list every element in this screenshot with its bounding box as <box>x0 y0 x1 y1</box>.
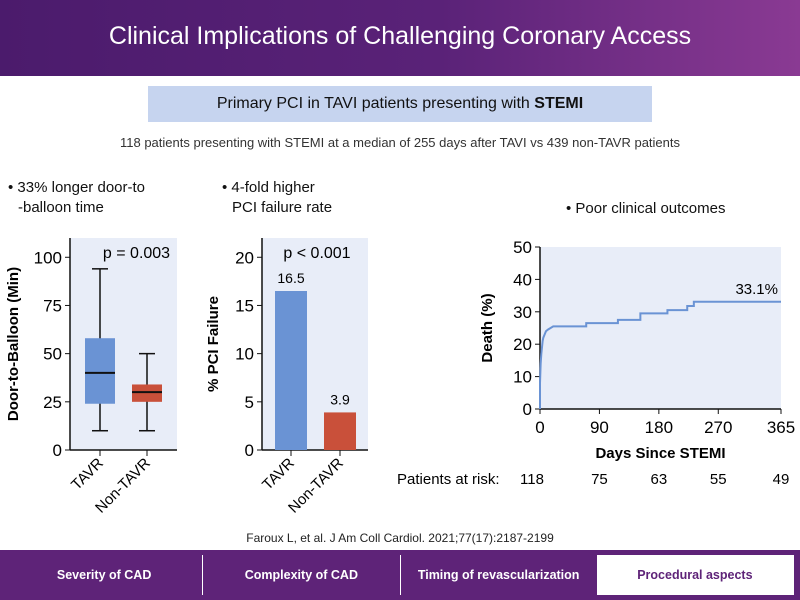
bullet-line: -balloon time <box>18 199 104 216</box>
y-axis-label: Death (%) <box>479 293 496 362</box>
banner-text: Primary PCI in TAVI patients presenting … <box>216 95 535 112</box>
banner: Primary PCI in TAVI patients presenting … <box>148 86 652 122</box>
x-tick-label: 270 <box>704 418 732 437</box>
at-risk-count: 55 <box>710 471 727 488</box>
bar-value-label: 3.9 <box>330 391 350 407</box>
y-tick-label: 25 <box>43 393 62 412</box>
banner-bold: STEMI <box>534 95 584 112</box>
y-tick-label: 30 <box>513 303 532 322</box>
bar-tavr <box>275 291 307 450</box>
y-tick-label: 40 <box>513 270 532 289</box>
bullet-pci-failure: • 4-fold higher PCI failure rate <box>222 178 332 218</box>
x-tick-label: 180 <box>645 418 673 437</box>
tab-complexity-of-cad[interactable]: Complexity of CAD <box>203 555 401 595</box>
y-tick-label: 75 <box>43 296 62 315</box>
y-tick-label: 0 <box>523 400 532 419</box>
bottom-tab-bar: Severity of CAD Complexity of CAD Timing… <box>0 550 800 600</box>
box-tavr <box>85 338 115 404</box>
at-risk-count: 118 <box>520 471 544 488</box>
final-value-label: 33.1% <box>735 281 778 298</box>
y-tick-label: 20 <box>235 248 254 267</box>
tab-severity-of-cad[interactable]: Severity of CAD <box>6 555 204 595</box>
y-tick-label: 10 <box>235 345 254 364</box>
bullet-outcomes: • Poor clinical outcomes <box>566 200 726 217</box>
y-tick-label: 15 <box>235 296 254 315</box>
bullet-door-to-balloon: • 33% longer door-to -balloon time <box>8 178 145 218</box>
x-tick-label: TAVR <box>68 455 107 494</box>
subtitle: 118 patients presenting with STEMI at a … <box>119 135 681 150</box>
y-tick-label: 0 <box>245 441 254 460</box>
at-risk-count: 63 <box>651 471 668 488</box>
tab-procedural-aspects[interactable]: Procedural aspects <box>596 555 794 595</box>
x-tick-label: TAVR <box>259 455 298 494</box>
tab-timing-of-revascularization[interactable]: Timing of revascularization <box>417 568 580 582</box>
at-risk-count: 75 <box>591 471 608 488</box>
x-tick-label: 90 <box>590 418 609 437</box>
bar-value-label: 16.5 <box>277 270 304 286</box>
y-tick-label: 20 <box>513 335 532 354</box>
y-tick-label: 10 <box>513 368 532 387</box>
y-tick-label: 0 <box>53 441 62 460</box>
bullet-line: PCI failure rate <box>232 199 333 216</box>
bar-non-tavr <box>324 412 356 450</box>
citation: Faroux L, et al. J Am Coll Cardiol. 2021… <box>246 531 554 545</box>
p-value: p = 0.003 <box>103 245 170 262</box>
slide-title: Clinical Implications of Challenging Cor… <box>108 22 692 50</box>
y-tick-label: 100 <box>34 248 62 267</box>
y-axis-label: Door-to-Balloon (Min) <box>5 267 22 421</box>
x-axis-label: Days Since STEMI <box>595 445 725 462</box>
plot-background <box>540 247 781 409</box>
x-tick-label: 365 <box>767 418 795 437</box>
at-risk-count: 49 <box>773 471 790 488</box>
x-tick-label: 0 <box>535 418 544 437</box>
bullet-line: • 33% longer door-to <box>8 179 145 196</box>
y-tick-label: 50 <box>43 345 62 364</box>
y-tick-label: 50 <box>513 238 532 257</box>
bullet-line: • 4-fold higher <box>222 179 315 196</box>
y-axis-label: % PCI Failure <box>205 296 222 392</box>
at-risk-label: Patients at risk: <box>397 471 500 488</box>
y-tick-label: 5 <box>245 393 254 412</box>
header-bar <box>0 0 800 76</box>
km-curve <box>539 300 781 409</box>
p-value: p < 0.001 <box>283 245 350 262</box>
